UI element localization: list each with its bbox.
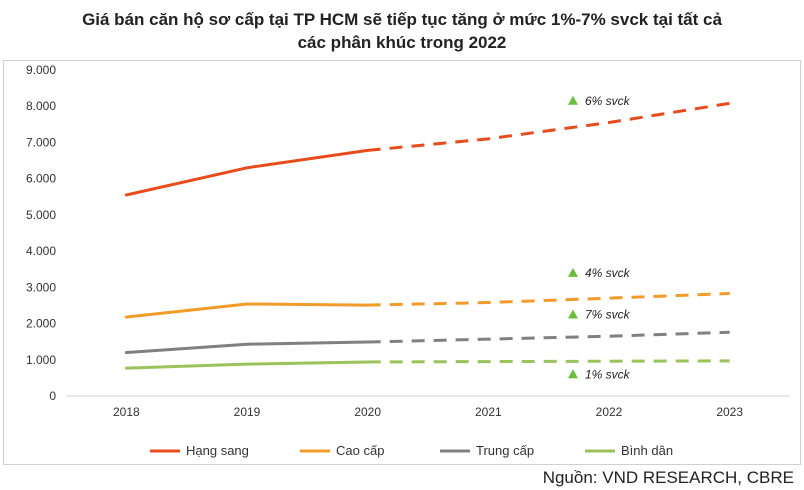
trend-up-marker: [568, 95, 578, 105]
series-line-forecast: [367, 101, 730, 152]
growth-annotation: 4% svck: [585, 266, 631, 280]
x-tick-label: 2021: [475, 405, 502, 419]
plot-frame: [3, 60, 801, 465]
x-tick-label: 2023: [716, 405, 743, 419]
x-tick-label: 2020: [354, 405, 381, 419]
chart-title-line-2: các phân khúc trong 2022: [297, 33, 507, 52]
y-tick-label: 6.000: [26, 172, 56, 186]
trend-up-marker: [568, 369, 578, 379]
y-tick-label: 4.000: [26, 244, 56, 258]
x-tick-label: 2018: [113, 405, 140, 419]
y-tick-label: 0: [49, 389, 56, 403]
series-line-forecast: [367, 359, 730, 364]
y-tick-label: 8.000: [26, 99, 56, 113]
y-tick-label: 5.000: [26, 208, 56, 222]
legend-label: Bình dân: [621, 443, 673, 458]
source-note: Nguồn: VND RESEARCH, CBRE: [542, 468, 794, 487]
trend-up-marker: [568, 309, 578, 319]
legend-label: Cao cấp: [336, 443, 384, 458]
x-tick-label: 2019: [234, 405, 261, 419]
y-tick-label: 3.000: [26, 280, 56, 294]
growth-annotation: 6% svck: [585, 94, 631, 108]
x-tick-label: 2022: [596, 405, 623, 419]
y-tick-label: 2.000: [26, 317, 56, 331]
chart-title: Giá bán căn hộ sơ cấp tại TP HCM sẽ tiếp…: [0, 8, 804, 54]
growth-annotation: 7% svck: [585, 308, 631, 322]
series-line-actual: [124, 360, 370, 370]
y-tick-label: 1.000: [26, 353, 56, 367]
series-line-actual: [124, 340, 370, 355]
series-line-forecast: [367, 291, 730, 307]
legend-label: Trung cấp: [476, 443, 534, 458]
series-line-actual: [124, 148, 370, 197]
series-line-actual: [124, 302, 370, 319]
y-tick-label: 9.000: [26, 63, 56, 77]
y-tick-label: 7.000: [26, 135, 56, 149]
series-line-forecast: [367, 330, 730, 344]
legend-label: Hạng sang: [186, 443, 249, 458]
trend-up-marker: [568, 267, 578, 277]
growth-annotation: 1% svck: [585, 367, 631, 381]
chart-title-line-1: Giá bán căn hộ sơ cấp tại TP HCM sẽ tiếp…: [82, 10, 722, 29]
